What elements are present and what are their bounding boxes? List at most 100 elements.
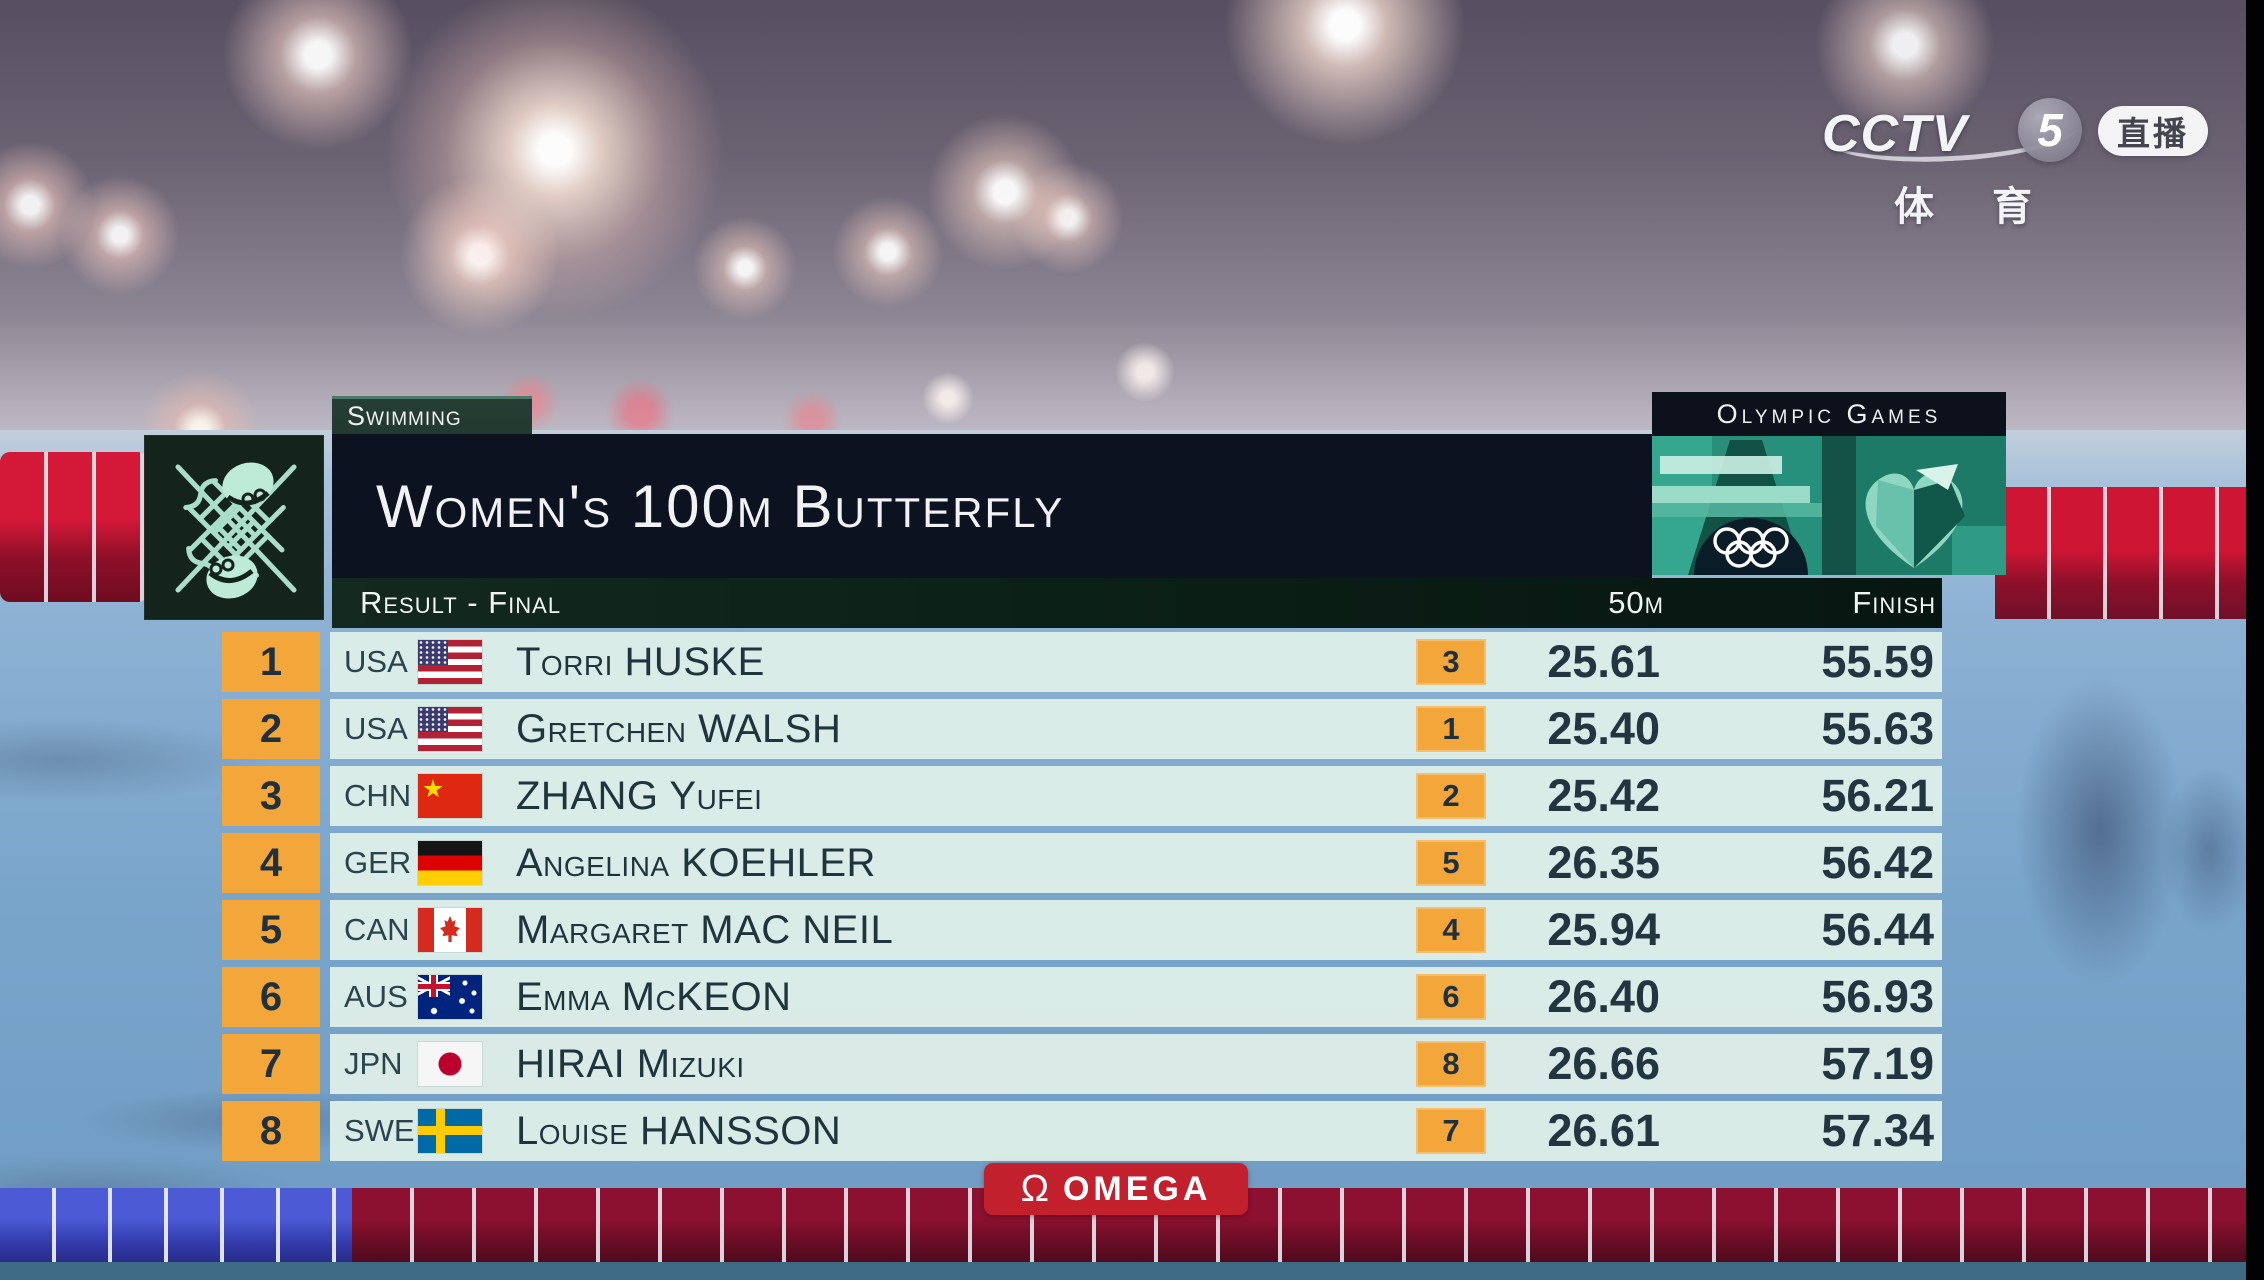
lane-rope-left: [0, 452, 148, 602]
channel-sub-label: 体育: [1894, 185, 2090, 229]
athlete-name: Torri HUSKE: [516, 640, 765, 684]
lane-number: 1: [1442, 711, 1460, 746]
lane-number: 4: [1442, 912, 1460, 947]
country-code: JPN: [344, 1046, 403, 1081]
live-badge: 直播: [2098, 106, 2208, 156]
finish-time: 55.63: [1821, 703, 1934, 754]
split-50m-time: 25.40: [1547, 703, 1660, 754]
athlete-name: HIRAI Mizuki: [516, 1042, 745, 1086]
rank-number: 1: [259, 639, 283, 684]
rank-number: 6: [259, 974, 283, 1019]
sport-tag: Swimming: [332, 396, 532, 434]
result-heading: Result - Final: [360, 585, 562, 620]
split-50m-time: 25.42: [1547, 770, 1660, 821]
paris2024-emblem: [1652, 436, 2006, 575]
athlete-name: Emma McKEON: [516, 975, 792, 1019]
pool-edge-strip: [0, 1262, 2264, 1280]
lane-rope-right: [1995, 487, 2246, 619]
result-row-body: CHN ZHANG Yufei 2 25.42 56.21: [330, 766, 1942, 826]
rank-badge: 1: [222, 632, 320, 692]
lane-badge: 6: [1416, 974, 1486, 1020]
rank-number: 4: [259, 840, 283, 885]
athlete-name: ZHANG Yufei: [516, 774, 763, 818]
lane-rope-bottom-blue: [0, 1188, 352, 1264]
rank-badge: 6: [222, 967, 320, 1027]
lane-number: 7: [1442, 1113, 1460, 1148]
country-flag-icon: [418, 1042, 482, 1086]
athlete-name: Louise HANSSON: [516, 1109, 842, 1153]
olympic-games-panel: Olympic Games: [1652, 392, 2006, 575]
result-row: 7 JPN HIRAI Mizuki 8 26.66 57.19: [222, 1034, 1942, 1094]
split-50m-time: 26.40: [1547, 971, 1660, 1022]
lane-badge: 1: [1416, 706, 1486, 752]
omega-wordmark: OMEGA: [1062, 1169, 1212, 1208]
results-rows: 1 USA Torri HUSKE 3 25.61 55.59 2 USA Gr…: [222, 632, 1942, 1168]
arena-ceiling-spotlights: [0, 0, 2264, 470]
country-code: CHN: [344, 778, 412, 813]
column-header-finish: Finish: [1852, 585, 1936, 620]
split-50m-time: 26.61: [1547, 1105, 1660, 1156]
result-row-body: AUS Emma McKEON 6 26.40 56.93: [330, 967, 1942, 1027]
finish-time: 56.21: [1821, 770, 1934, 821]
result-row-body: GER Angelina KOEHLER 5 26.35 56.42: [330, 833, 1942, 893]
result-row-body: CAN Margaret MAC NEIL 4 25.94 56.44: [330, 900, 1942, 960]
country-code: GER: [344, 845, 412, 880]
rank-number: 2: [259, 706, 283, 751]
right-black-bar: [2246, 0, 2264, 1280]
finish-time: 56.93: [1821, 971, 1934, 1022]
timekeeper-badge: Ω OMEGA: [984, 1163, 1248, 1215]
rank-badge: 2: [222, 699, 320, 759]
rank-number: 7: [259, 1041, 283, 1086]
country-flag-icon: [418, 908, 482, 952]
finish-time: 55.59: [1821, 636, 1934, 687]
result-row-body: USA Torri HUSKE 3 25.61 55.59: [330, 632, 1942, 692]
cctv-logo: CCTV: [1822, 105, 1968, 163]
lane-number: 6: [1442, 979, 1460, 1014]
athlete-name: Angelina KOEHLER: [516, 841, 876, 885]
country-code: USA: [344, 711, 408, 746]
country-code: USA: [344, 644, 408, 679]
country-flag-icon: [418, 640, 482, 684]
finish-time: 57.19: [1821, 1038, 1934, 1089]
lane-rope-bottom-red: [352, 1188, 2246, 1264]
lane-number: 8: [1442, 1046, 1460, 1081]
result-row: 3 CHN ZHANG Yufei 2 25.42 56.21: [222, 766, 1942, 826]
lane-number: 5: [1442, 845, 1460, 880]
athlete-name: Gretchen WALSH: [516, 707, 842, 751]
split-50m-time: 25.94: [1547, 904, 1660, 955]
lane-number: 2: [1442, 778, 1460, 813]
rank-badge: 7: [222, 1034, 320, 1094]
result-row: 8 SWE Louise HANSSON 7 26.61 57.34: [222, 1101, 1942, 1161]
channel-number-circle: 5: [2018, 98, 2082, 162]
omega-symbol-icon: Ω: [1020, 1168, 1049, 1210]
olympic-games-label: Olympic Games: [1652, 392, 2006, 436]
swimming-pictogram-icon: [175, 462, 297, 599]
rank-number: 8: [259, 1108, 283, 1153]
swimming-pictogram: [144, 435, 324, 620]
split-50m-time: 25.61: [1547, 636, 1660, 687]
result-row: 1 USA Torri HUSKE 3 25.61 55.59: [222, 632, 1942, 692]
result-row-body: JPN HIRAI Mizuki 8 26.66 57.19: [330, 1034, 1942, 1094]
lane-badge: 3: [1416, 639, 1486, 685]
country-flag-icon: [418, 1109, 482, 1153]
result-row-body: USA Gretchen WALSH 1 25.40 55.63: [330, 699, 1942, 759]
result-row-body: SWE Louise HANSSON 7 26.61 57.34: [330, 1101, 1942, 1161]
column-header-50m: 50m: [1608, 585, 1664, 620]
finish-time: 56.44: [1821, 904, 1934, 955]
rank-badge: 8: [222, 1101, 320, 1161]
lane-badge: 5: [1416, 840, 1486, 886]
athlete-name: Margaret MAC NEIL: [516, 908, 894, 952]
result-header-bar: Result - Final 50m Finish: [332, 578, 1942, 628]
country-flag-icon: [418, 774, 482, 818]
result-row: 5 CAN Margaret MAC NEIL 4 25.94 56.44: [222, 900, 1942, 960]
lane-number: 3: [1442, 644, 1460, 679]
country-code: SWE: [344, 1113, 415, 1148]
rank-number: 5: [259, 907, 283, 952]
lane-badge: 7: [1416, 1108, 1486, 1154]
split-50m-time: 26.35: [1547, 837, 1660, 888]
result-row: 2 USA Gretchen WALSH 1 25.40 55.63: [222, 699, 1942, 759]
finish-time: 57.34: [1821, 1105, 1934, 1156]
rank-badge: 3: [222, 766, 320, 826]
rank-badge: 4: [222, 833, 320, 893]
